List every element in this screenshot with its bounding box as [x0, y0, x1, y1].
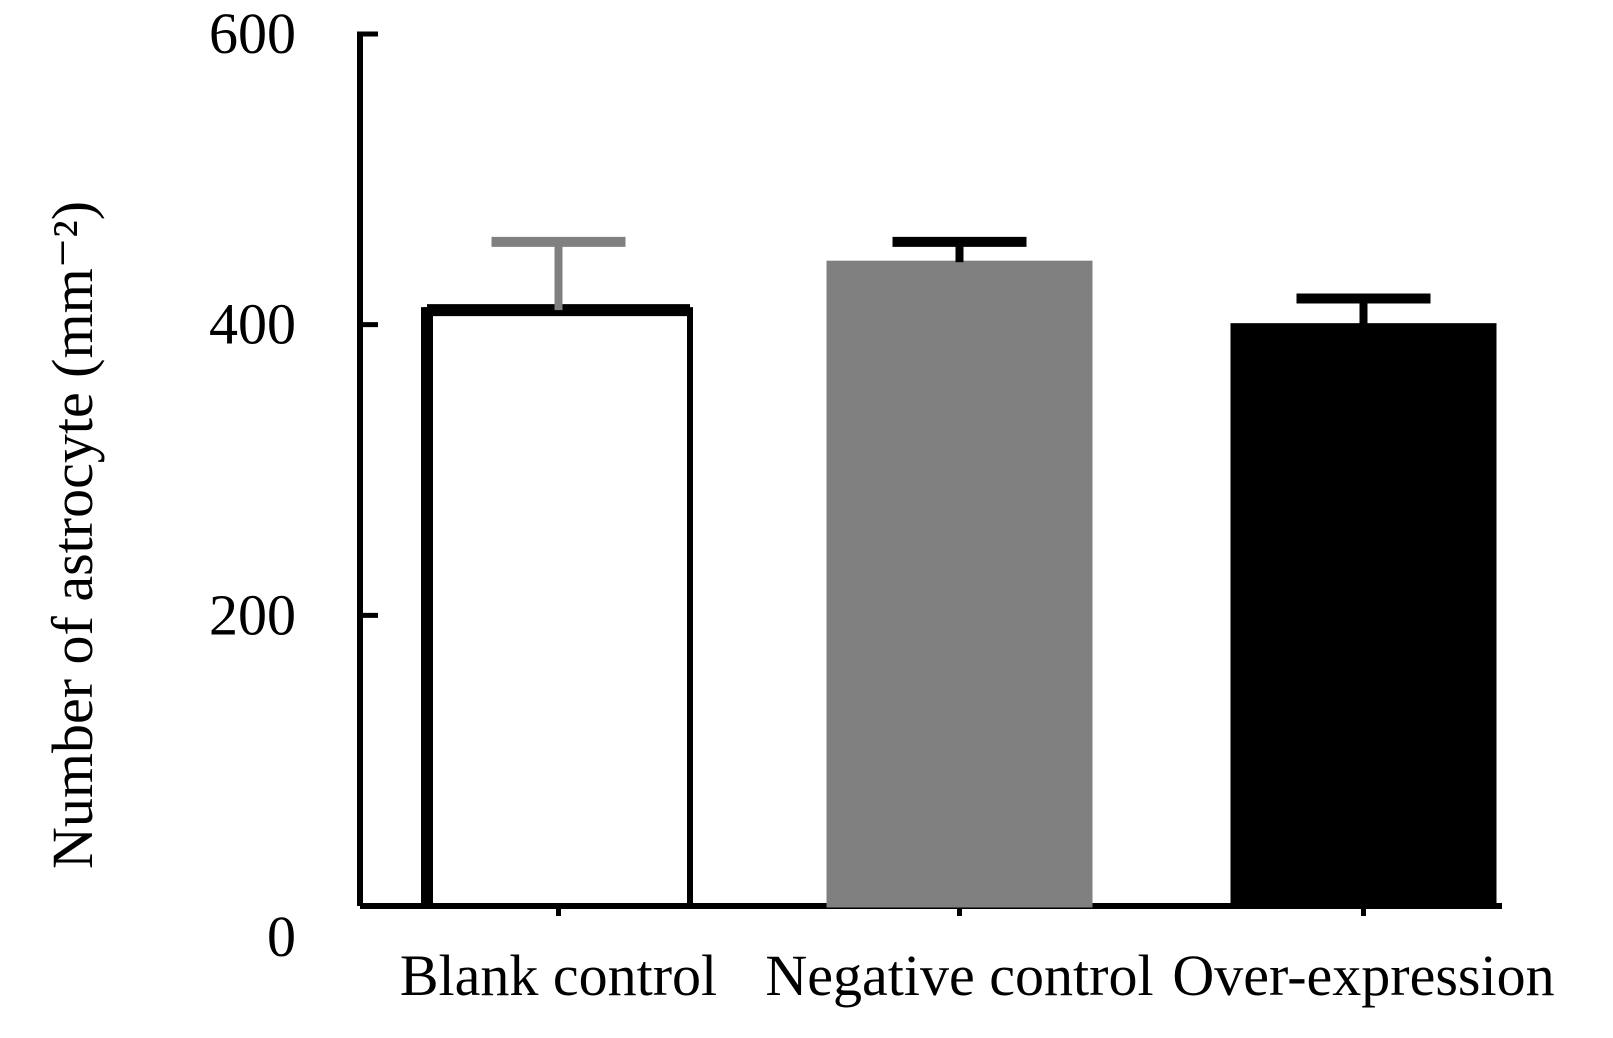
y-axis-title: Number of astrocyte (mm⁻²) [40, 201, 105, 869]
x-tick-label: Negative control [765, 943, 1153, 1008]
y-tick-label: 400 [209, 292, 296, 357]
x-tick-label: Over-expression [1172, 943, 1554, 1008]
x-tick-label: Blank control [400, 943, 717, 1008]
bar-1 [424, 307, 693, 909]
y-tick-label: 600 [209, 1, 296, 66]
labels-group: Number of astrocyte (mm⁻²) Blank control N… [40, 201, 1555, 1008]
bars-group [421, 260, 1497, 909]
y-tick-label: 0 [267, 904, 296, 969]
bar-2 [826, 260, 1093, 908]
y-tick-label: 200 [209, 582, 296, 647]
bar-3 [1230, 323, 1497, 908]
errorbars-group [491, 236, 1431, 325]
